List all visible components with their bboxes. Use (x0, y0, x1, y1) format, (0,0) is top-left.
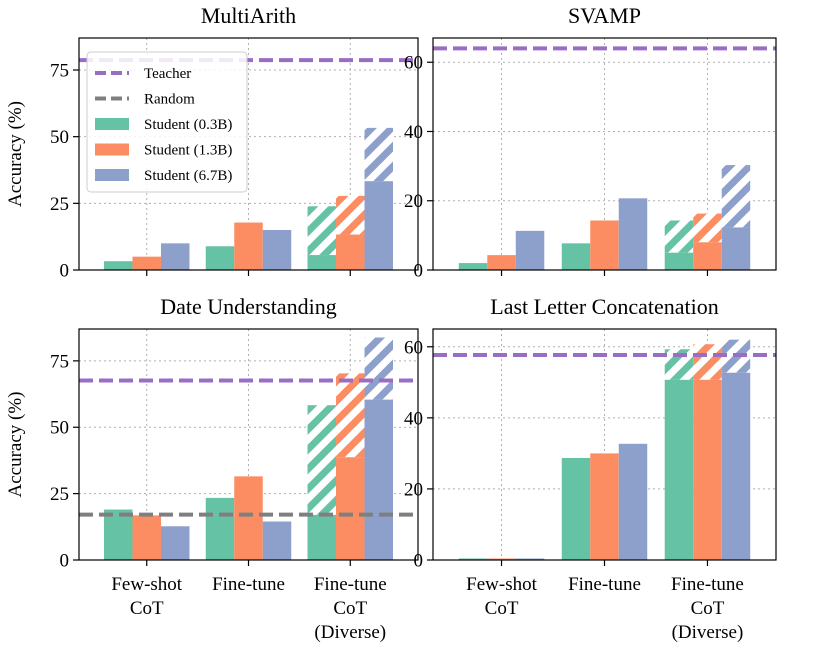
bar (618, 198, 648, 270)
legend-label: Random (144, 92, 195, 108)
legend-box (86, 51, 248, 193)
x-tick-label: Fine-tune (314, 574, 387, 595)
y-tick-label: 50 (50, 418, 69, 439)
y-tick-label: 75 (50, 351, 69, 372)
bar-diverse-gain (664, 220, 694, 253)
bar (721, 372, 751, 560)
y-tick-label: 20 (404, 479, 423, 500)
bar (234, 222, 263, 270)
panel-2: 0 25 50 75 Date Understanding Accuracy (%) (5, 294, 419, 572)
y-tick-label: 0 (60, 261, 70, 282)
y-tick-label: 60 (404, 53, 423, 74)
bar (561, 243, 591, 270)
x-tick-label: (Diverse) (672, 622, 744, 643)
bar (132, 256, 161, 270)
bar-diverse-gain (336, 195, 365, 235)
x-tick-label: CoT (333, 598, 367, 619)
bar (262, 230, 292, 270)
bar (487, 255, 516, 270)
y-axis-label: Accuracy (%) (5, 391, 26, 497)
bar (664, 252, 694, 270)
x-tick-label: CoT (691, 598, 725, 619)
legend-label: Teacher (144, 66, 191, 82)
legend-swatch-patch (95, 169, 129, 181)
bar (515, 230, 545, 270)
panel-title: Date Understanding (160, 294, 337, 319)
bar (487, 558, 516, 560)
x-tick-label: Fine-tune (212, 574, 285, 595)
x-tick-label: Few-shot (111, 574, 182, 595)
bar-diverse-gain (307, 405, 337, 515)
panel-title: SVAMP (568, 3, 641, 28)
panel-title: Last Letter Concatenation (490, 294, 718, 319)
x-tick-label: (Diverse) (314, 622, 386, 643)
y-tick-label: 50 (50, 127, 69, 148)
bar (364, 399, 394, 560)
legend-label: Student (0.3B) (144, 117, 232, 133)
panel-title: MultiArith (201, 3, 296, 28)
y-tick-label: 40 (404, 408, 423, 429)
bar-diverse-gain (364, 127, 394, 182)
panel-3: 0 20 40 60 Last Letter Concatenation (404, 294, 777, 572)
x-tick-label: Fine-tune (671, 574, 744, 595)
y-tick-label: 25 (50, 484, 69, 505)
y-tick-label: 75 (50, 61, 69, 82)
bar (618, 443, 648, 560)
bar (561, 458, 591, 560)
x-tick-label: Fine-tune (568, 574, 641, 595)
y-tick-label: 40 (404, 122, 423, 143)
bar (103, 261, 133, 270)
bar-diverse-gain (721, 165, 751, 228)
x-tick-label: Few-shot (466, 574, 537, 595)
bar (458, 558, 488, 560)
y-tick-label: 20 (404, 191, 423, 212)
legend-swatch-patch (95, 143, 129, 156)
panel-0: 0 25 50 75 MultiArith Accuracy (%) (5, 3, 419, 282)
y-tick-label: 60 (404, 337, 423, 358)
legend-label: Student (1.3B) (144, 143, 232, 159)
bar (160, 526, 190, 560)
y-tick-label: 0 (414, 261, 424, 282)
bar (307, 255, 337, 270)
y-axis-label: Accuracy (%) (5, 101, 26, 207)
bar (693, 242, 722, 270)
bar (262, 521, 292, 560)
bar (364, 181, 394, 270)
bar (160, 243, 190, 270)
y-tick-label: 0 (60, 551, 70, 572)
bar (590, 453, 619, 560)
bar-diverse-gain (364, 337, 394, 400)
bar (693, 379, 722, 560)
legend-label: Student (6.7B) (144, 168, 232, 184)
bar (132, 515, 161, 560)
bar (336, 234, 365, 270)
legend-swatch-patch (95, 118, 129, 130)
bar-diverse-gain (307, 206, 337, 256)
bar (458, 263, 488, 270)
bar-diverse-gain (693, 213, 722, 243)
bar (590, 220, 619, 270)
y-tick-label: 0 (414, 551, 424, 572)
bar (721, 227, 751, 270)
bar (234, 476, 263, 560)
bar (307, 514, 337, 560)
y-tick-label: 25 (50, 194, 69, 215)
bar-diverse-gain (336, 373, 365, 458)
x-tick-label: CoT (485, 598, 519, 619)
bar (336, 457, 365, 560)
bar (205, 497, 235, 560)
bar (664, 379, 694, 560)
bar-diverse-gain (693, 344, 722, 380)
bar (205, 246, 235, 270)
bar (103, 509, 133, 560)
panel-1: 0 20 40 60 SVAMP (404, 3, 777, 282)
x-tick-label: CoT (130, 598, 164, 619)
bar (515, 558, 545, 560)
